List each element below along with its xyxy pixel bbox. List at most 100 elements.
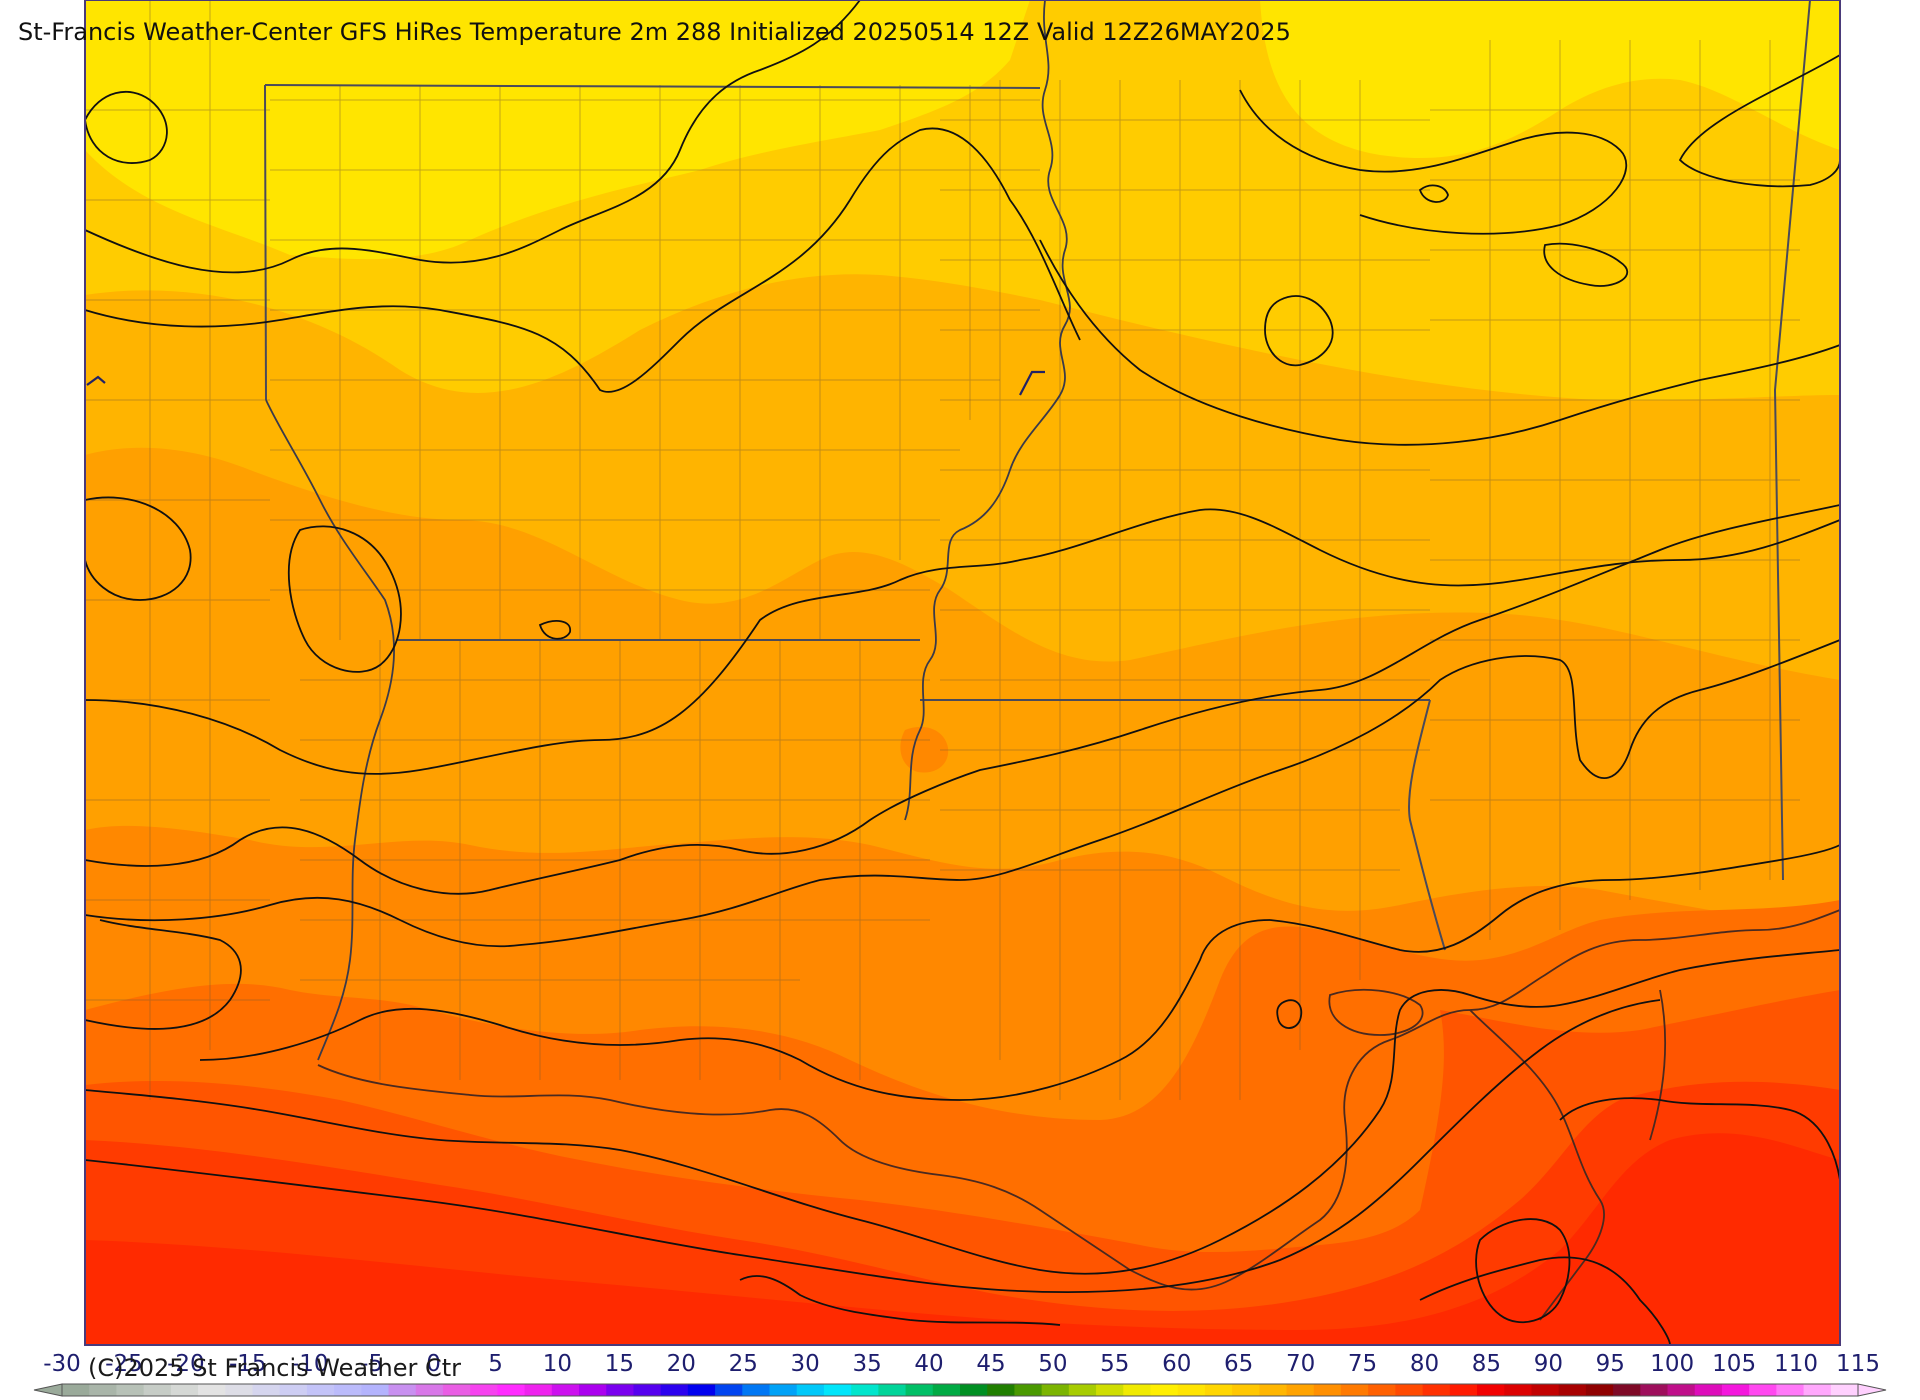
colorbar-segment	[1422, 1384, 1451, 1396]
colorbar-segment	[334, 1384, 362, 1396]
colorbar-segment	[361, 1384, 390, 1396]
colorbar-tick-label: 100	[1650, 1351, 1694, 1377]
isotherm-line-24	[1559, 1097, 1841, 1181]
colorbar-segment	[932, 1384, 961, 1396]
colorbar-outline	[61, 1383, 1859, 1397]
isotherm-line-1	[84, 91, 168, 164]
colorbar-tick-label: 15	[605, 1351, 634, 1377]
colorbar-segment	[442, 1384, 471, 1396]
colorbar-segment	[470, 1384, 498, 1396]
colorbar-segment	[1640, 1384, 1669, 1396]
colorbar-segment	[524, 1384, 553, 1396]
colorbar-segment	[198, 1384, 226, 1396]
wind-barbs	[86, 370, 1045, 396]
colorbar-tick-label: 30	[791, 1351, 820, 1377]
chandeleur-islands	[1649, 989, 1667, 1141]
isotherm-contours	[84, 0, 1841, 1346]
colorbar-segment	[1368, 1384, 1396, 1396]
colorbar-segment	[905, 1384, 934, 1396]
isotherm-line-5	[1239, 89, 1627, 235]
colorbar-segment	[1776, 1384, 1805, 1396]
county-grid-mississippi	[940, 80, 1430, 1100]
colorbar-segment	[1585, 1384, 1614, 1396]
colorbar-tick-label: -10	[291, 1351, 329, 1377]
temperature-fill-layer	[85, 0, 1840, 1346]
colorbar-tick-label: 20	[667, 1351, 696, 1377]
colorbar-segment	[1395, 1384, 1424, 1396]
colorbar-tick-label: 70	[1286, 1351, 1315, 1377]
colorbar-tick-label: -30	[43, 1351, 81, 1377]
colorbar-segment	[1449, 1384, 1478, 1396]
colorbar-segment	[1096, 1384, 1124, 1396]
county-grid-alabama	[1430, 40, 1800, 940]
colorbar-segment	[878, 1384, 907, 1396]
isotherm-line-21	[84, 999, 1661, 1293]
colorbar-segment	[1313, 1384, 1342, 1396]
colorbar-segment	[579, 1384, 607, 1396]
colorbar-segment	[823, 1384, 852, 1396]
colorbar-segment	[960, 1384, 988, 1396]
colorbar-tick-label: -15	[229, 1351, 267, 1377]
colorbar-segment	[1749, 1384, 1777, 1396]
rivers	[265, 0, 1071, 1061]
colorbar-segment	[660, 1384, 689, 1396]
colorbar-segment	[1204, 1384, 1233, 1396]
colorbar-segment	[252, 1384, 281, 1396]
colorbar-segment	[62, 1384, 90, 1396]
colorbar-segment	[225, 1384, 253, 1396]
colorbar-segment	[1068, 1384, 1097, 1396]
colorbar-segment	[1150, 1384, 1179, 1396]
isotherm-line-13	[84, 508, 1841, 775]
colorbar-segment	[1558, 1384, 1587, 1396]
isotherm-line-4	[1039, 239, 1841, 446]
colorbar-segment	[1721, 1384, 1750, 1396]
louisiana-coast	[317, 909, 1841, 1291]
isotherm-line-25	[1419, 1256, 1671, 1346]
colorbar-tick-label: 45	[976, 1351, 1005, 1377]
colorbar-segment	[1340, 1384, 1369, 1396]
texas-arkansas-border	[264, 84, 267, 401]
isotherm-line-18	[1269, 844, 1841, 953]
isotherm-line-16	[84, 919, 242, 1030]
colorbar-segment	[851, 1384, 879, 1396]
isotherm-line-3	[84, 127, 1081, 393]
colorbar-segment	[1014, 1384, 1043, 1396]
colorbar-segment	[1694, 1384, 1723, 1396]
colorbar-segment	[687, 1384, 716, 1396]
isotherm-line-7	[1543, 242, 1629, 287]
colorbar-tick-label: 90	[1534, 1351, 1563, 1377]
colorbar-segment	[1667, 1384, 1696, 1396]
colorbar-segment	[987, 1384, 1015, 1396]
isotherm-line-14	[84, 504, 1841, 895]
county-grid-arkansas	[270, 85, 1040, 640]
colorbar-segment	[143, 1384, 172, 1396]
colorbar-segment	[1504, 1384, 1532, 1396]
colorbar-segment	[742, 1384, 771, 1396]
lake-pontchartrain	[1328, 988, 1424, 1036]
isotherm-line-17	[199, 919, 1271, 1101]
colorbar-segment	[1613, 1384, 1641, 1396]
isotherm-line-23	[1475, 1218, 1571, 1324]
colorbar-segment	[1803, 1384, 1832, 1396]
colorbar-arrow-high	[1857, 1383, 1887, 1397]
isotherm-line-20	[84, 949, 1841, 1275]
warm-pocket-west	[178, 589, 293, 680]
missouri-arkansas-border	[264, 84, 1041, 89]
colorbar-tick-label: 80	[1410, 1351, 1439, 1377]
colorbar-segment	[1477, 1384, 1505, 1396]
colorbar-segment	[1531, 1384, 1560, 1396]
map-frame	[84, 0, 1841, 1346]
colorbar-tick-label: 110	[1774, 1351, 1818, 1377]
colorbar-tick-label: 115	[1836, 1351, 1880, 1377]
state-boundaries	[264, 0, 1811, 951]
colorbar-segment	[796, 1384, 825, 1396]
colorbar-segment	[89, 1384, 117, 1396]
copyright-notice: (C)2025 St Francis Weather Ctr	[88, 1354, 462, 1382]
wind-barb-west	[86, 375, 106, 386]
colorbar-segment	[497, 1384, 526, 1396]
isotherm-line-22	[739, 1275, 1061, 1326]
colorbar-segment	[715, 1384, 743, 1396]
colorbar-tick-label: 95	[1596, 1351, 1625, 1377]
